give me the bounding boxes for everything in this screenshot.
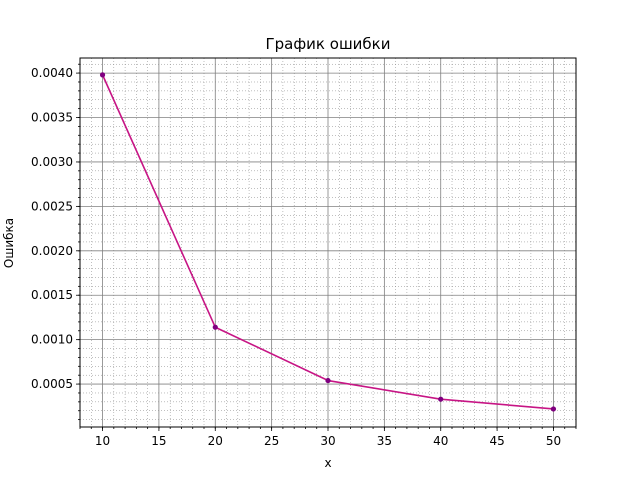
data-point — [550, 406, 557, 412]
data-point — [99, 72, 106, 78]
x-tick-label: 35 — [377, 434, 392, 448]
y-tick-label: 0.0035 — [31, 111, 73, 125]
series-layer — [99, 72, 557, 412]
x-tick-label: 40 — [433, 434, 448, 448]
y-axis-label: Ошибка — [2, 218, 16, 268]
x-tick-label: 25 — [264, 434, 279, 448]
x-tick-label: 10 — [95, 434, 110, 448]
y-tick-label: 0.0010 — [31, 333, 73, 347]
chart-title: График ошибки — [266, 35, 391, 53]
y-tick-label: 0.0005 — [31, 377, 73, 391]
y-tick-label: 0.0015 — [31, 288, 73, 302]
x-axis-label: x — [324, 456, 331, 470]
major-grid — [80, 58, 576, 427]
y-tick-label: 0.0030 — [31, 155, 73, 169]
x-tick-label: 30 — [320, 434, 335, 448]
x-tick-label: 50 — [546, 434, 561, 448]
data-point — [438, 396, 444, 402]
x-tick-label: 20 — [208, 434, 223, 448]
x-tick-label: 45 — [489, 434, 504, 448]
y-tick-label: 0.0020 — [31, 244, 73, 258]
tick-labels: 10 15 20 25 30 35 40 45 50 0.0005 0.0010 0.0015 0.00… — [31, 66, 561, 448]
x-tick-label: 15 — [151, 434, 166, 448]
data-point — [212, 324, 218, 330]
data-point — [325, 377, 331, 384]
y-tick-label: 0.0040 — [31, 66, 73, 80]
y-tick-label: 0.0025 — [31, 199, 73, 213]
axis-ticks — [76, 63, 577, 431]
